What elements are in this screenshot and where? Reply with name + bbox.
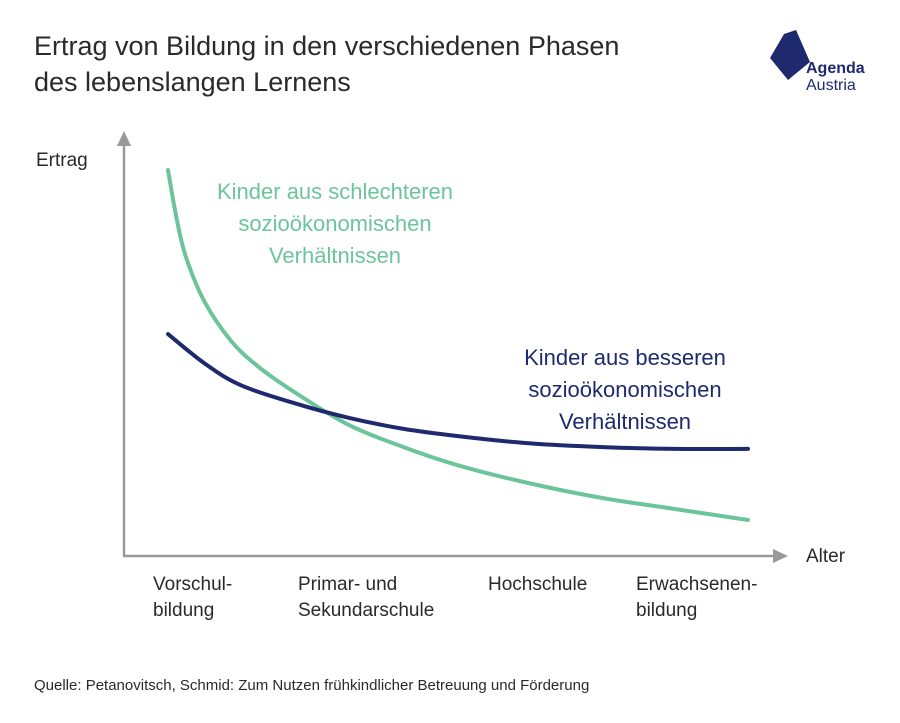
series-label-line: Kinder aus schlechteren (216, 179, 454, 204)
x-axis-arrow-icon (773, 549, 788, 563)
series-line-bessere (166, 332, 750, 452)
x-tick-label-line-2: bildung (636, 600, 698, 621)
x-tick-label-line-1: Hochschule (488, 574, 588, 595)
x-tick-label-erwachsenenbildung: Erwachsenen- bildung (636, 572, 757, 624)
y-axis-label: Ertrag (36, 150, 88, 171)
logo-text-agenda: Agenda (806, 60, 865, 77)
series-label-schlechtere-verhaeltnisse: Kinder aus schlechteren sozioökonomische… (190, 176, 480, 272)
x-tick-label-line-1: Vorschul- (153, 574, 233, 595)
series-label-line: sozioökonomischen (528, 377, 722, 402)
x-tick-label-line-2: Sekundarschule (298, 600, 435, 621)
x-tick-label-primar-sekundarschule: Primar- und Sekundarschule (298, 572, 434, 624)
series-label-line: Kinder aus besseren (524, 345, 726, 370)
x-tick-label-line-2: bildung (153, 600, 215, 621)
series-label-line: sozioökonomischen (238, 211, 432, 236)
x-axis-label: Alter (806, 546, 846, 567)
source-note: Quelle: Petanovitsch, Schmid: Zum Nutzen… (34, 677, 590, 694)
x-tick-label-line-1: Erwachsenen- (636, 574, 758, 595)
x-tick-label-line-1: Primar- und (298, 574, 398, 595)
y-axis-arrow-icon (117, 131, 131, 146)
agenda-austria-logo-icon (770, 30, 810, 80)
x-tick-label-vorschulbildung: Vorschul- bildung (153, 572, 232, 624)
chart-title-line-1: Ertrag von Bildung in den verschiedenen … (34, 31, 620, 61)
series-layer (166, 168, 750, 522)
x-tick-label-hochschule: Hochschule (488, 572, 587, 598)
series-label-line: Verhältnissen (268, 243, 402, 268)
chart-title-line-2: des lebenslangen Lernens (34, 67, 351, 97)
series-line-schlechtere (166, 168, 750, 522)
series-label-bessere-verhaeltnisse: Kinder aus besseren sozioökonomischen Ve… (500, 342, 750, 438)
series-label-line: Verhältnissen (558, 409, 692, 434)
chart-title: Ertrag von Bildung in den verschiedenen … (34, 28, 734, 100)
logo-text-austria: Austria (806, 77, 856, 94)
